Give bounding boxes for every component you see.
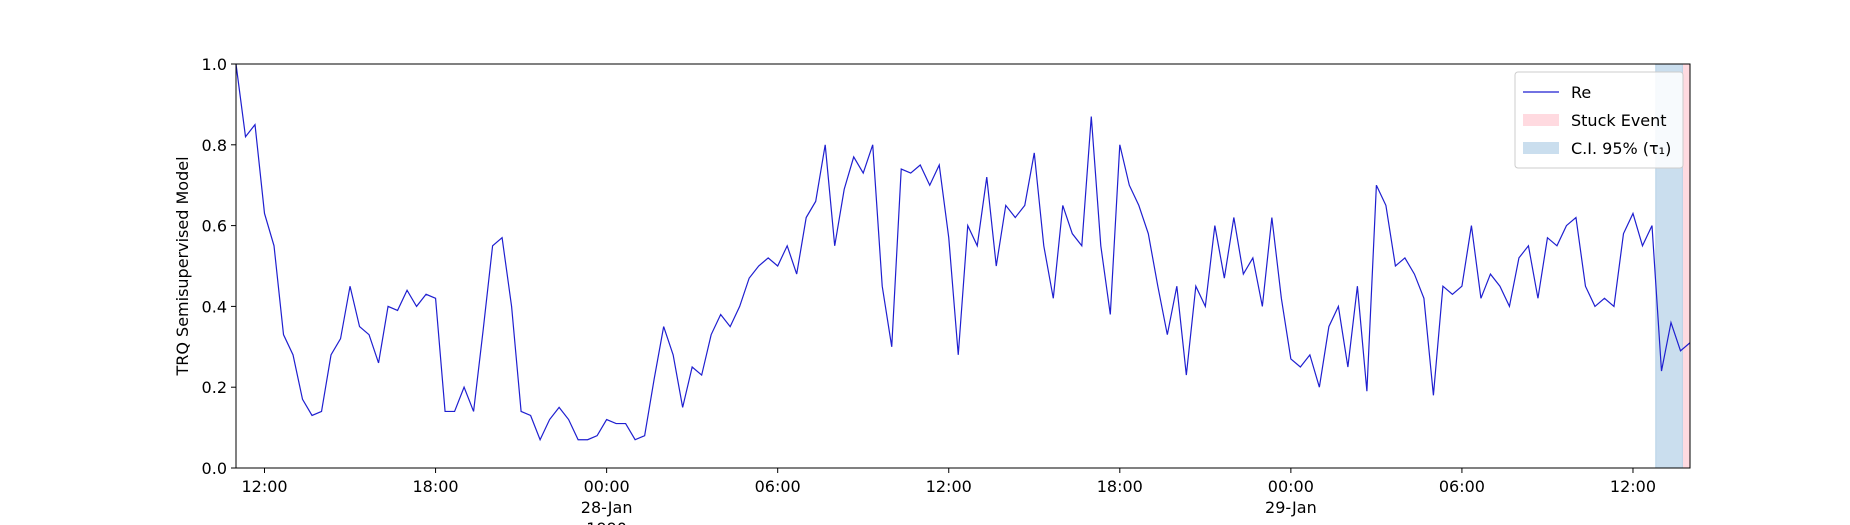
y-tick-label: 1.0	[202, 55, 227, 74]
legend-swatch	[1523, 114, 1559, 126]
data-line	[235, 63, 1691, 442]
legend: Re Stuck Event C.I. 95% (τ₁)	[1514, 71, 1684, 169]
y-tick-label: 0.6	[202, 217, 227, 236]
shaded-region	[1681, 63, 1691, 469]
x-tick-label: 12:00	[926, 477, 972, 496]
x-tick-label: 00:00 29-Jan	[1265, 477, 1317, 517]
y-tick-label: 0.0	[202, 459, 227, 478]
y-axis-label: TRQ Semisupervised Model	[173, 156, 192, 376]
legend-label: Stuck Event	[1571, 111, 1667, 130]
legend-label: C.I. 95% (τ₁)	[1571, 139, 1671, 158]
x-tick-label: 12:00	[241, 477, 287, 496]
legend-swatch	[1523, 142, 1559, 154]
x-tick-label: 06:00	[755, 477, 801, 496]
y-tick-label: 0.4	[202, 297, 227, 316]
y-tick-label: 0.8	[202, 136, 227, 155]
x-tick-label: 06:00	[1439, 477, 1485, 496]
plot-frame	[235, 63, 1691, 469]
legend-label: Re	[1571, 83, 1591, 102]
y-tick-label: 0.2	[202, 378, 227, 397]
x-tick-label: 12:00	[1610, 477, 1656, 496]
x-tick-label: 18:00	[413, 477, 459, 496]
x-tick-label: 18:00	[1097, 477, 1143, 496]
